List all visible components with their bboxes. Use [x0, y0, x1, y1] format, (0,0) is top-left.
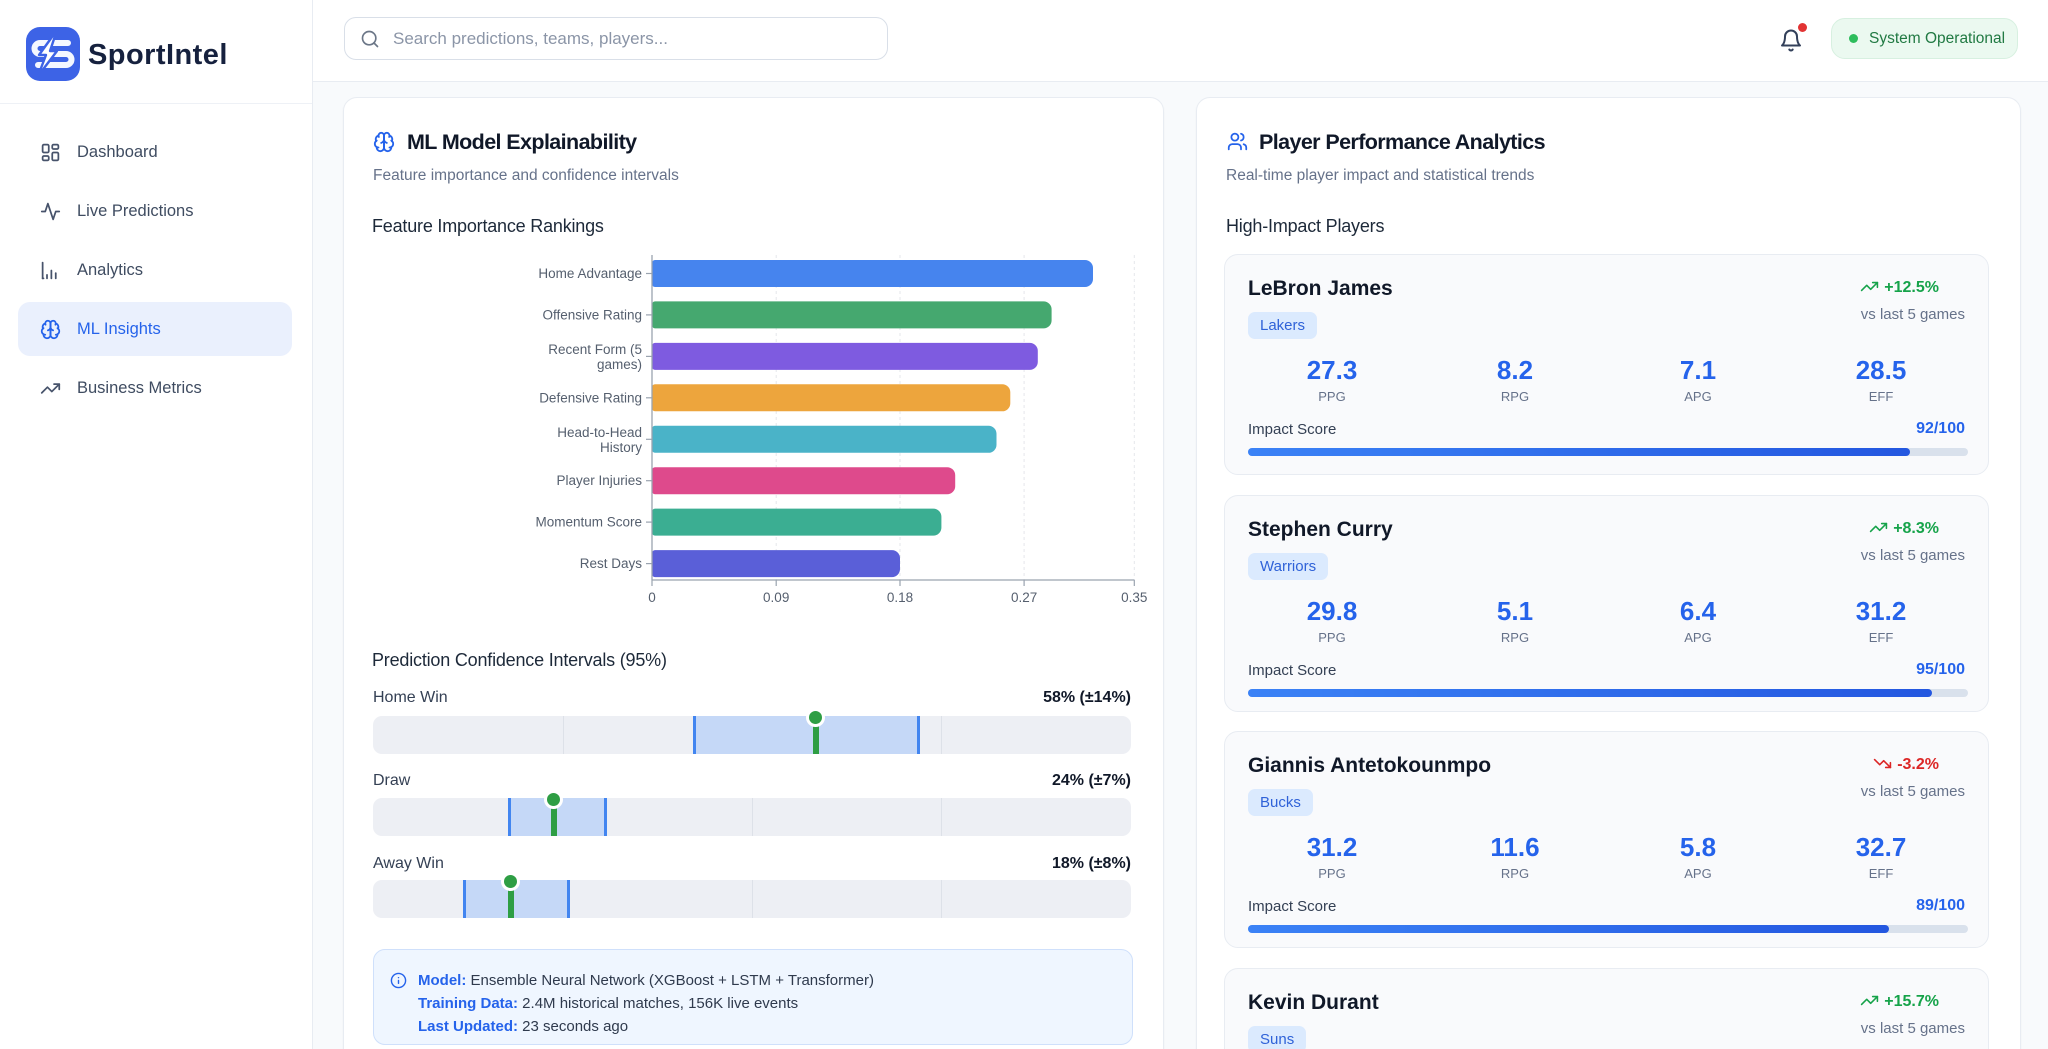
svg-text:0.27: 0.27	[1011, 590, 1037, 605]
svg-text:Home Advantage: Home Advantage	[538, 266, 642, 281]
svg-text:Player Injuries: Player Injuries	[556, 473, 642, 488]
svg-text:Rest Days: Rest Days	[580, 556, 643, 571]
svg-text:0.09: 0.09	[763, 590, 789, 605]
svg-text:0: 0	[648, 590, 656, 605]
svg-text:0.35: 0.35	[1121, 590, 1147, 605]
svg-text:games): games)	[597, 357, 642, 372]
svg-text:History: History	[600, 440, 642, 455]
svg-text:Defensive Rating: Defensive Rating	[539, 390, 642, 405]
svg-text:0.18: 0.18	[887, 590, 913, 605]
svg-text:Offensive Rating: Offensive Rating	[542, 307, 642, 322]
svg-text:Momentum Score: Momentum Score	[535, 515, 642, 530]
svg-text:Recent Form (5: Recent Form (5	[548, 342, 642, 357]
svg-text:Head-to-Head: Head-to-Head	[557, 425, 642, 440]
